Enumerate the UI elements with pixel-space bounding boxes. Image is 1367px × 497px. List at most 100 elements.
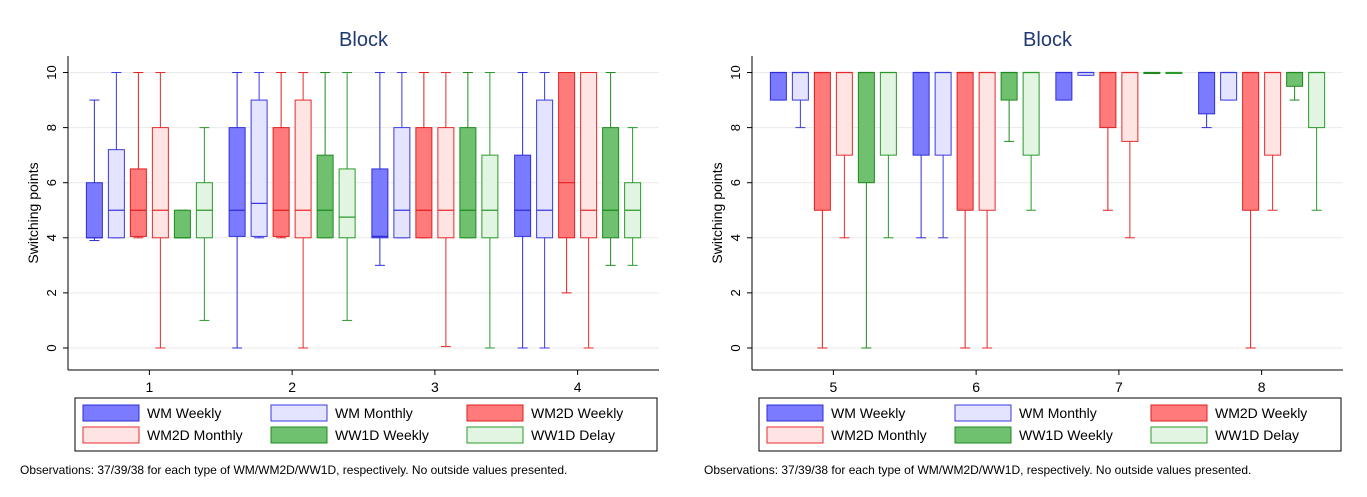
box-body: [107, 149, 125, 239]
box-ww1d-weekly: [1000, 71, 1018, 142]
box-ww1d-delay: [1165, 71, 1183, 75]
x-tick-label: 6: [972, 379, 980, 395]
y-tick-label: 10: [728, 65, 743, 79]
box-ww1d-delay: [481, 72, 499, 349]
box-body: [294, 99, 312, 239]
box-ww1d-delay: [195, 127, 213, 321]
legend-swatch: [466, 426, 524, 444]
box-wm2d-weekly: [558, 72, 576, 294]
box-wm-monthly: [934, 71, 952, 239]
legend-label: WM2D Monthly: [831, 427, 927, 443]
box-ww1d-delay: [624, 127, 642, 266]
legend-label: WM2D Weekly: [1215, 405, 1307, 421]
x-tick-label: 7: [1115, 379, 1123, 395]
box-ww1d-weekly: [857, 71, 875, 349]
legend-swatch: [954, 404, 1012, 422]
box-wm2d-monthly: [978, 71, 996, 349]
box-wm2d-monthly: [835, 71, 853, 239]
box-body: [769, 72, 787, 101]
x-tick-label: 8: [1258, 379, 1266, 395]
box-wm2d-monthly: [580, 72, 598, 349]
y-axis-label: Switching points: [25, 162, 41, 263]
box-wm-monthly: [1220, 71, 1238, 101]
box-wm-monthly: [1077, 71, 1095, 76]
box-wm-weekly: [514, 72, 532, 349]
x-tick-label: 1: [145, 379, 153, 395]
legend-label: WW1D Weekly: [335, 427, 429, 443]
chart-note: Observations: 37/39/38 for each type of …: [704, 463, 1251, 477]
box-body: [879, 72, 897, 156]
box-wm-weekly: [1198, 71, 1216, 129]
box-body: [1220, 72, 1238, 101]
legend-swatch: [766, 404, 824, 422]
box-wm2d-weekly: [129, 72, 147, 239]
y-tick-label: 6: [728, 179, 743, 186]
box-wm2d-monthly: [437, 72, 455, 348]
box-body: [316, 154, 334, 239]
box-body: [1286, 72, 1304, 87]
box-body: [481, 154, 499, 239]
box-body: [580, 72, 598, 239]
legend-label: WM Weekly: [147, 405, 221, 421]
legend-label: WW1D Delay: [1215, 427, 1299, 443]
box-wm2d-monthly: [1264, 71, 1282, 211]
y-tick-label: 10: [44, 65, 59, 79]
y-axis-label: Switching points: [709, 162, 725, 263]
box-body: [536, 99, 554, 239]
box-body: [1121, 72, 1139, 142]
box-ww1d-delay: [879, 71, 897, 239]
box-ww1d-weekly: [1143, 71, 1161, 75]
box-wm2d-weekly: [1099, 71, 1117, 211]
y-tick-label: 0: [728, 344, 743, 351]
y-tick-label: 8: [728, 124, 743, 131]
y-tick-label: 0: [44, 344, 59, 351]
box-wm2d-weekly: [272, 72, 290, 239]
box-ww1d-weekly: [173, 209, 191, 239]
box-body: [835, 72, 853, 156]
box-wm-monthly: [791, 71, 809, 129]
x-tick-label: 2: [288, 379, 296, 395]
box-wm-monthly: [250, 72, 268, 239]
box-body: [978, 72, 996, 211]
box-body: [791, 72, 809, 101]
box-body: [393, 127, 411, 239]
legend-swatch: [82, 426, 140, 444]
box-body: [1198, 72, 1216, 115]
box-body: [173, 209, 191, 239]
legend-swatch: [466, 404, 524, 422]
box-body: [956, 72, 974, 211]
box-body: [1242, 72, 1260, 211]
box-body: [250, 99, 268, 237]
box-body: [1308, 72, 1326, 129]
box-body: [1264, 72, 1282, 156]
box-body: [151, 127, 169, 239]
box-body: [1055, 72, 1073, 101]
x-tick-label: 4: [574, 379, 582, 395]
box-body: [558, 72, 576, 239]
box-wm2d-weekly: [956, 71, 974, 349]
box-body: [85, 182, 103, 239]
box-wm-monthly: [536, 72, 554, 349]
y-tick-label: 4: [44, 234, 59, 241]
box-wm-monthly: [107, 72, 125, 239]
box-body: [857, 72, 875, 184]
boxplot-chart-right: Block Switching points 0 2 4 6 8 10 5 6 7 8 WM Weekl…: [691, 7, 1360, 477]
legend-label: WM2D Monthly: [147, 427, 243, 443]
chart-title: Block: [1023, 29, 1073, 51]
right-chart-panel: Block Switching points 0 2 4 6 8 10 5 6 7 8 WM Weekl…: [684, 0, 1367, 492]
box-ww1d-weekly: [602, 72, 620, 266]
legend-label: WM Monthly: [335, 405, 413, 421]
box-body: [228, 127, 246, 237]
box-wm2d-weekly: [813, 71, 831, 349]
y-tick-label: 2: [44, 289, 59, 296]
box-body: [514, 154, 532, 237]
legend-label: WW1D Weekly: [1019, 427, 1113, 443]
box-wm-weekly: [912, 71, 930, 239]
y-tick-label: 2: [728, 289, 743, 296]
box-body: [371, 168, 389, 239]
box-body: [934, 72, 952, 156]
box-body: [1099, 72, 1117, 129]
legend-swatch: [766, 426, 824, 444]
box-body: [912, 72, 930, 156]
